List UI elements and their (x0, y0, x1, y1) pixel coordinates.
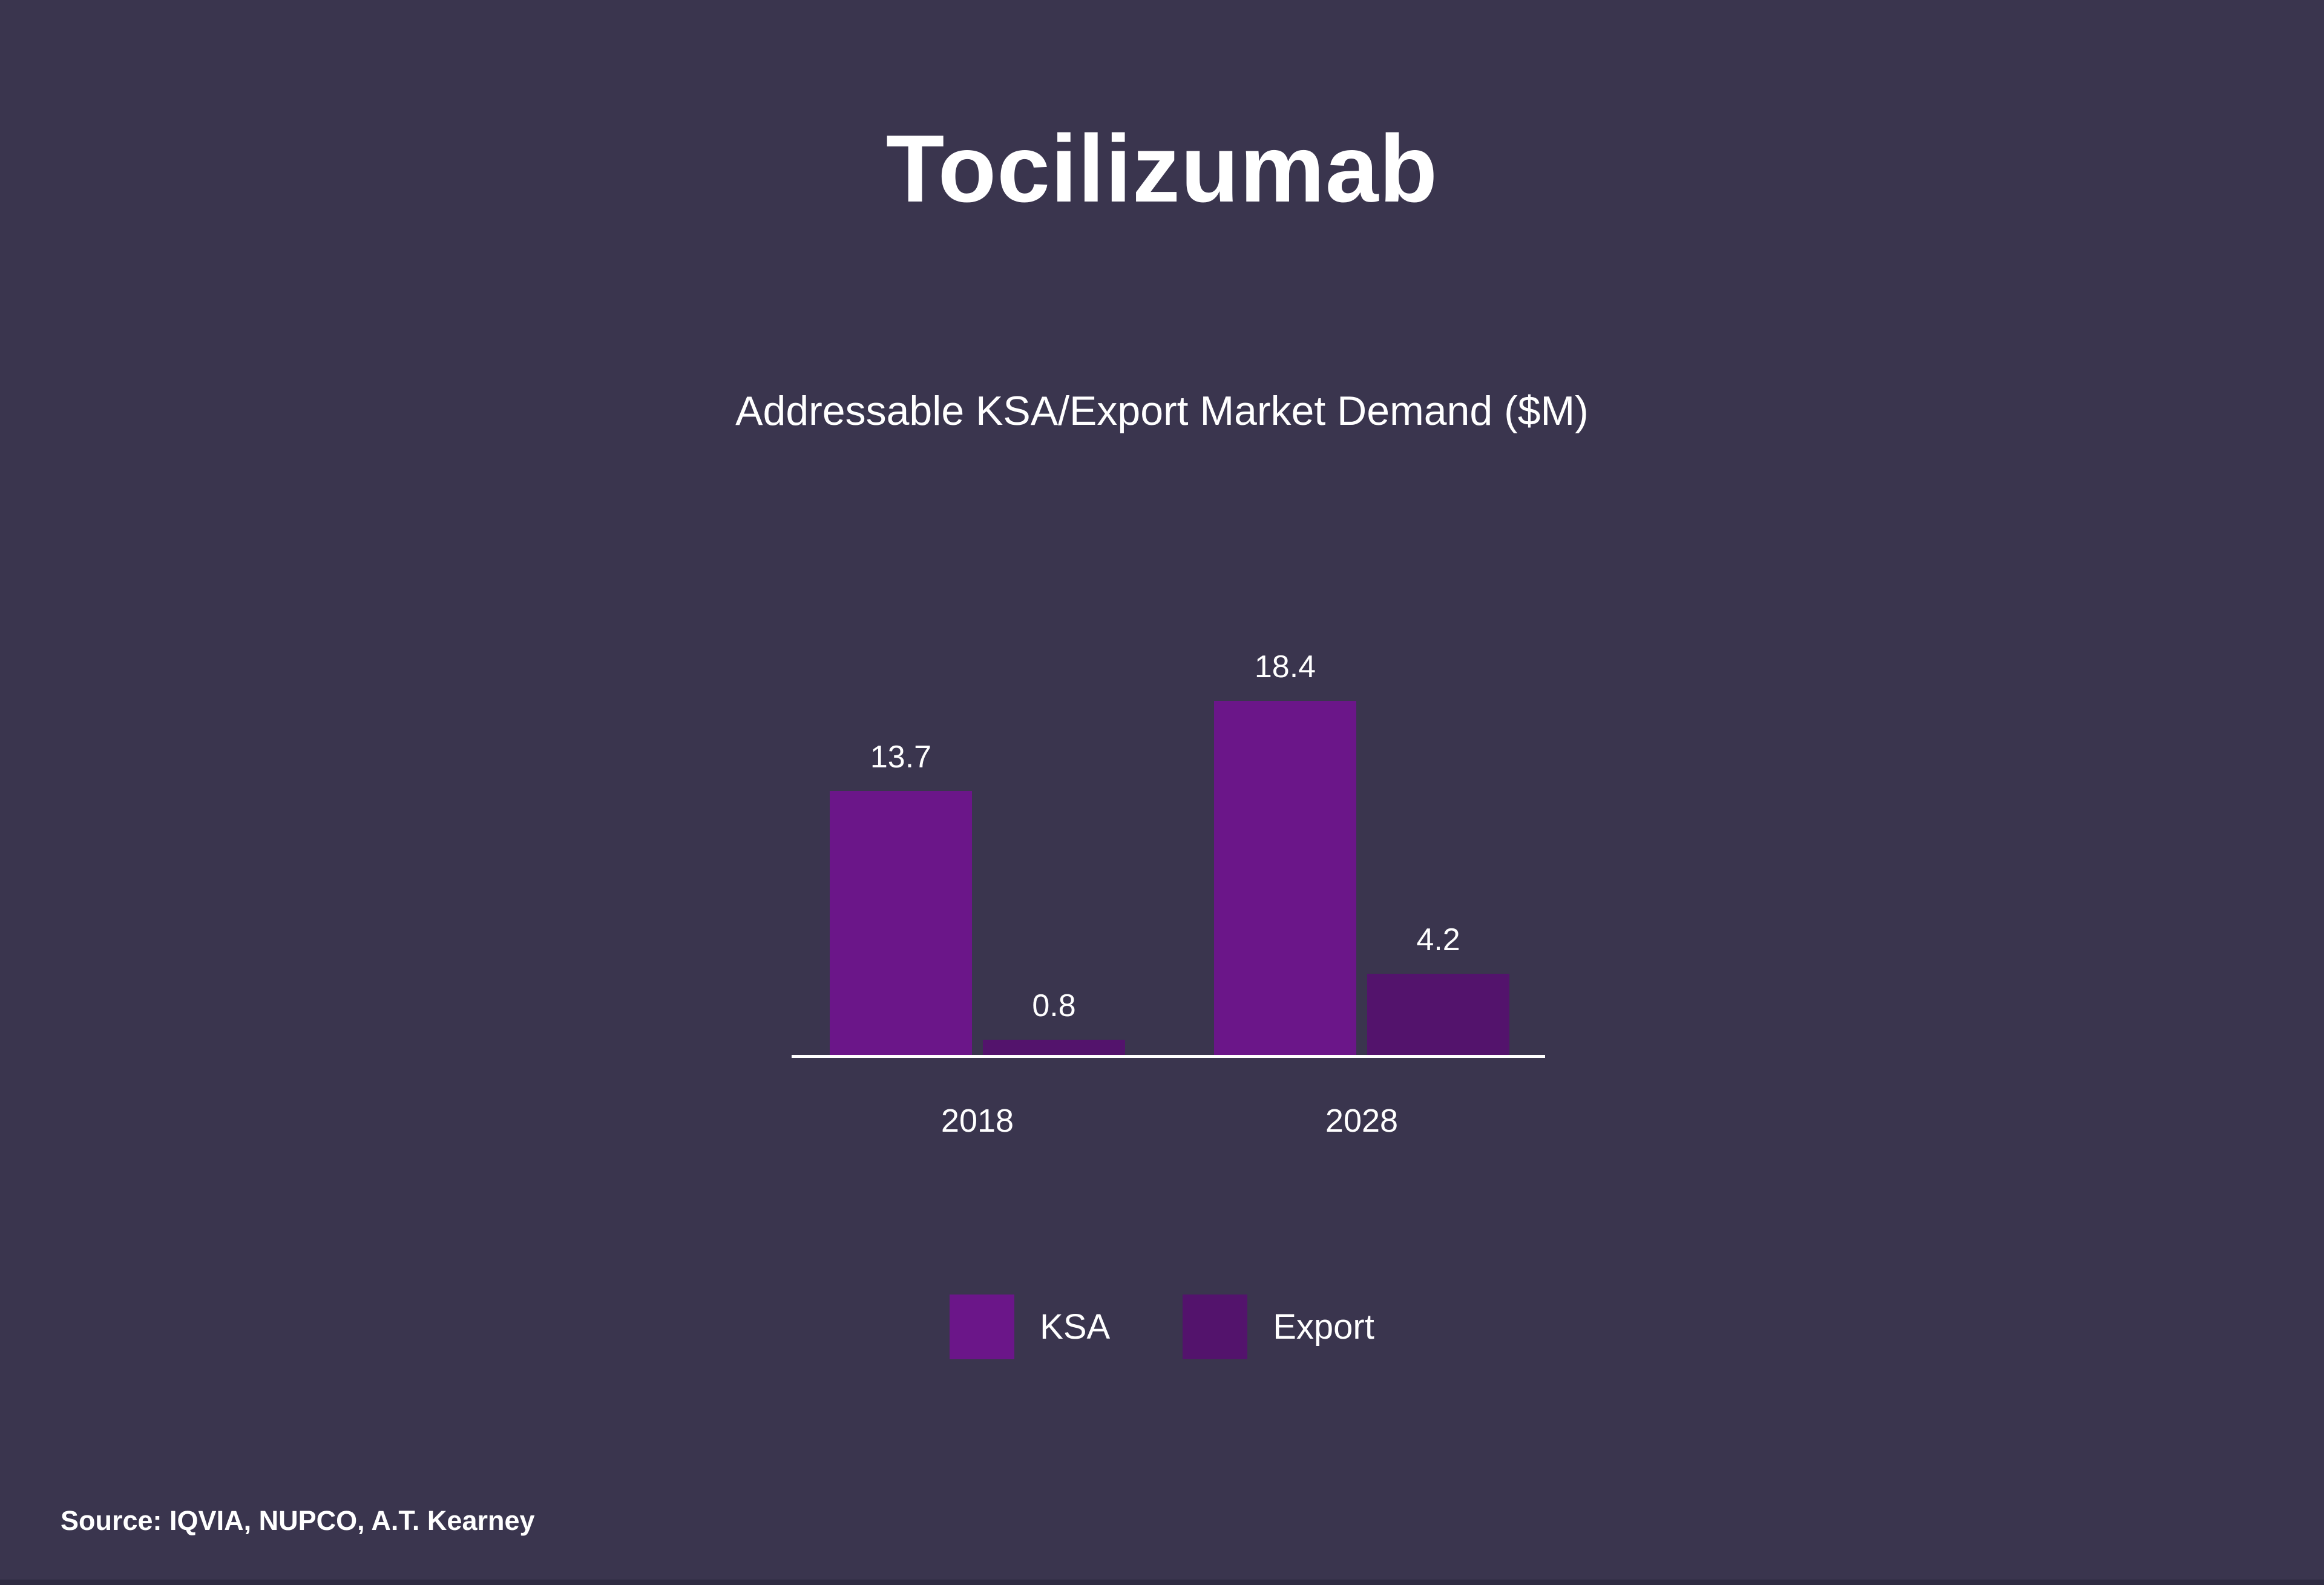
bar-ksa-2028 (1214, 701, 1356, 1055)
legend-item-export: Export (1183, 1295, 1374, 1359)
legend-swatch-ksa (950, 1295, 1015, 1359)
value-label-ksa-2018: 13.7 (870, 740, 932, 775)
legend-label-ksa: KSA (1040, 1307, 1111, 1347)
x-axis-line (792, 1055, 1545, 1058)
bar-export-2018 (983, 1040, 1125, 1055)
value-label-export-2028: 4.2 (1416, 922, 1460, 957)
value-label-ksa-2028: 18.4 (1254, 649, 1316, 684)
chart-title: Addressable KSA/Export Market Demand ($M… (735, 388, 1589, 434)
bar-chart: 13.7 0.8 2018 18.4 4.2 2028 (792, 605, 1545, 1150)
bar-export-2028 (1367, 974, 1509, 1055)
bar-ksa-2018 (830, 791, 972, 1055)
legend-label-export: Export (1273, 1307, 1374, 1347)
legend-item-ksa: KSA (950, 1295, 1110, 1359)
chart-legend: KSA Export (0, 1295, 2324, 1359)
legend-swatch-export (1183, 1295, 1248, 1359)
source-note: Source: IQVIA, NUPCO, A.T. Kearney (61, 1505, 535, 1536)
page-title: Tocilizumab (885, 116, 1439, 222)
category-label-2028: 2028 (1325, 1103, 1399, 1139)
slide-bottom-edge (0, 1580, 2324, 1585)
category-label-2018: 2018 (940, 1103, 1014, 1139)
value-label-export-2018: 0.8 (1032, 988, 1076, 1023)
